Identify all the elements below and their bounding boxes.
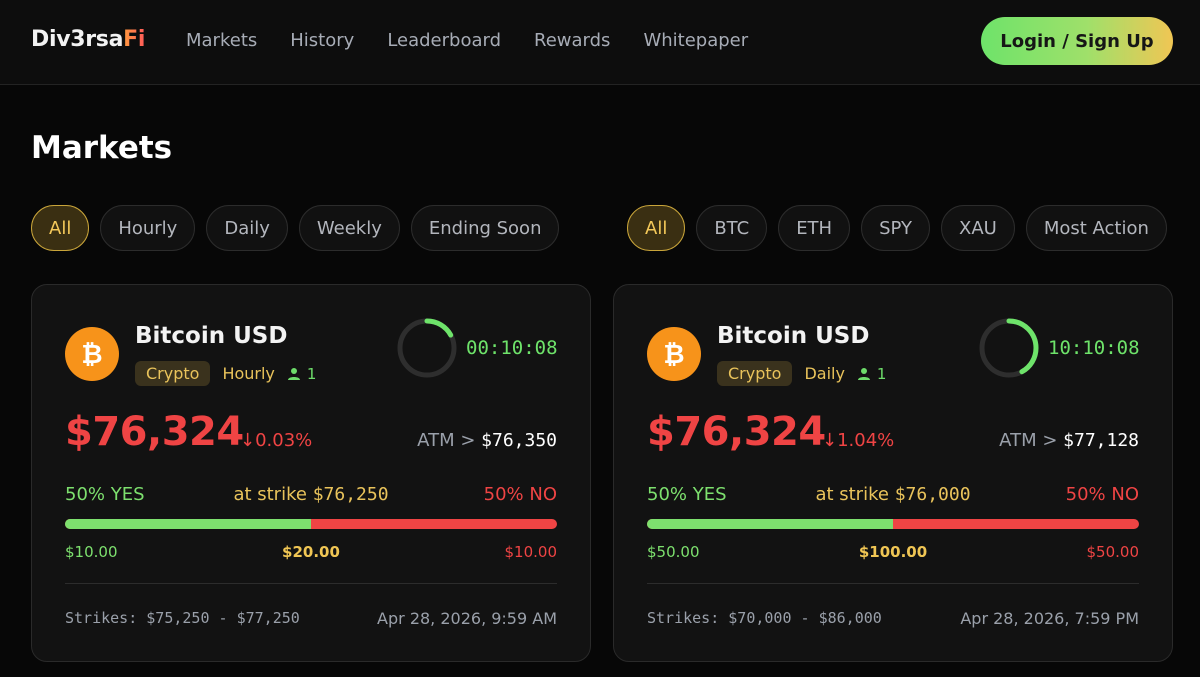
atm-label: ATM > xyxy=(417,430,476,451)
yes-percentage[interactable]: 50% YES xyxy=(647,484,727,505)
filter-time-daily[interactable]: Daily xyxy=(206,205,288,251)
strikes-range: Strikes: $70,000 - $86,000 xyxy=(647,609,882,627)
current-price: $76,324 xyxy=(647,409,826,455)
no-amount: $10.00 xyxy=(504,543,558,561)
filter-asset-xau[interactable]: XAU xyxy=(940,205,1015,251)
market-tags: Crypto Hourly 1 xyxy=(135,361,316,386)
nav-markets[interactable]: Markets xyxy=(186,30,258,51)
participants-value: 1 xyxy=(876,364,887,383)
nav-rewards[interactable]: Rewards xyxy=(534,30,611,51)
category-badge: Crypto xyxy=(717,361,793,386)
no-percentage[interactable]: 50% NO xyxy=(483,484,557,505)
expiry-date: Apr 28, 2026, 9:59 AM xyxy=(377,609,557,628)
participants-value: 1 xyxy=(306,364,317,383)
yes-amount: $10.00 xyxy=(65,543,118,561)
main-nav: Markets History Leaderboard Rewards Whit… xyxy=(186,30,748,51)
category-badge: Crypto xyxy=(135,361,211,386)
atm-value: $77,128 xyxy=(1063,430,1139,451)
market-card[interactable]: ₿ Bitcoin USD Crypto Daily 1 10:10:08 $7… xyxy=(613,284,1173,662)
countdown-ring-icon xyxy=(979,318,1039,378)
filter-asset-eth[interactable]: ETH xyxy=(778,205,851,251)
card-divider xyxy=(647,583,1139,584)
logo-accent-text: Fi xyxy=(123,27,146,52)
countdown-ring-progress xyxy=(979,318,1039,378)
no-percentage[interactable]: 50% NO xyxy=(1065,484,1139,505)
filter-time-hourly[interactable]: Hourly xyxy=(100,205,196,251)
top-navbar: Div3rsa Fi Markets History Leaderboard Re… xyxy=(0,0,1200,85)
atm-price: ATM > $76,350 xyxy=(417,430,557,451)
countdown-ring-icon xyxy=(397,318,457,378)
page-title: Markets xyxy=(31,130,173,166)
yes-no-bar xyxy=(65,519,557,529)
strike-price: at strike $76,000 xyxy=(614,484,1172,505)
time-filter-group: All Hourly Daily Weekly Ending Soon xyxy=(31,205,560,251)
yes-no-bar xyxy=(647,519,1139,529)
yes-percentage[interactable]: 50% YES xyxy=(65,484,145,505)
frequency-label: Daily xyxy=(804,364,845,383)
nav-history[interactable]: History xyxy=(290,30,355,51)
filter-time-weekly[interactable]: Weekly xyxy=(298,205,400,251)
price-change: ↓0.03% xyxy=(240,430,313,451)
bitcoin-icon: ₿ xyxy=(647,327,701,381)
countdown-timer: 10:10:08 xyxy=(1048,337,1140,359)
market-card[interactable]: ₿ Bitcoin USD Crypto Hourly 1 00:10:08 $… xyxy=(31,284,591,662)
no-amount: $50.00 xyxy=(1086,543,1140,561)
frequency-label: Hourly xyxy=(222,364,275,383)
total-amount: $20.00 xyxy=(282,543,340,561)
strike-price: at strike $76,250 xyxy=(32,484,590,505)
nav-whitepaper[interactable]: Whitepaper xyxy=(643,30,749,51)
filter-time-ending-soon[interactable]: Ending Soon xyxy=(410,205,560,251)
asset-name: Bitcoin USD xyxy=(717,323,870,349)
current-price: $76,324 xyxy=(65,409,244,455)
bitcoin-icon: ₿ xyxy=(65,327,119,381)
atm-label: ATM > xyxy=(999,430,1058,451)
filter-asset-most-action[interactable]: Most Action xyxy=(1025,205,1167,251)
market-tags: Crypto Daily 1 xyxy=(717,361,886,386)
filter-asset-btc[interactable]: BTC xyxy=(696,205,768,251)
logo[interactable]: Div3rsa Fi xyxy=(31,27,145,52)
logo-text: Div3rsa xyxy=(31,27,124,52)
user-icon xyxy=(287,367,300,380)
expiry-date: Apr 28, 2026, 7:59 PM xyxy=(960,609,1139,628)
participants-count: 1 xyxy=(287,364,317,383)
countdown-ring-progress xyxy=(397,318,457,378)
filter-time-all[interactable]: All xyxy=(31,205,90,251)
atm-price: ATM > $77,128 xyxy=(999,430,1139,451)
atm-value: $76,350 xyxy=(481,430,557,451)
login-signup-button[interactable]: Login / Sign Up xyxy=(981,17,1173,65)
yes-bar-fill xyxy=(65,519,311,529)
strikes-range: Strikes: $75,250 - $77,250 xyxy=(65,609,300,627)
asset-name: Bitcoin USD xyxy=(135,323,288,349)
yes-bar-fill xyxy=(647,519,893,529)
asset-filter-group: All BTC ETH SPY XAU Most Action xyxy=(627,205,1167,251)
filter-asset-spy[interactable]: SPY xyxy=(861,205,930,251)
card-divider xyxy=(65,583,557,584)
strike-value: $76,000 xyxy=(894,484,971,505)
strike-label: at strike xyxy=(815,484,889,505)
strike-value: $76,250 xyxy=(312,484,389,505)
strike-label: at strike xyxy=(233,484,307,505)
filter-asset-all[interactable]: All xyxy=(627,205,686,251)
countdown-timer: 00:10:08 xyxy=(466,337,558,359)
user-icon xyxy=(857,367,870,380)
nav-leaderboard[interactable]: Leaderboard xyxy=(387,30,502,51)
price-change: ↓1.04% xyxy=(822,430,895,451)
total-amount: $100.00 xyxy=(858,543,928,561)
yes-amount: $50.00 xyxy=(647,543,700,561)
participants-count: 1 xyxy=(857,364,887,383)
